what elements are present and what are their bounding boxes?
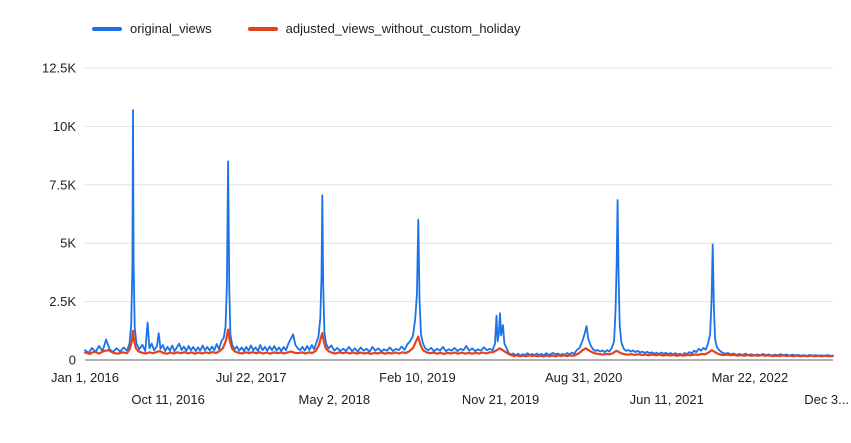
x-axis-tick-label: May 2, 2018 (299, 392, 371, 407)
legend-label-adjusted-views: adjusted_views_without_custom_holiday (285, 21, 521, 36)
x-axis-tick-label: Dec 3... (804, 392, 849, 407)
legend-swatch-adjusted-views (247, 26, 278, 31)
series-line-original_views (84, 109, 834, 357)
x-axis-tick-label: Mar 22, 2022 (712, 370, 789, 385)
legend-swatch-original-views (92, 26, 122, 31)
x-axis-tick-label: Aug 31, 2020 (545, 370, 622, 385)
legend-label-original-views: original_views (130, 21, 212, 36)
x-axis-tick-label: Nov 21, 2019 (462, 392, 539, 407)
y-axis-tick-label: 12.5K (42, 61, 76, 76)
y-axis-tick-label: 2.5K (49, 294, 76, 309)
legend-item-adjusted-views[interactable]: adjusted_views_without_custom_holiday (247, 21, 521, 36)
x-axis-tick-label: Oct 11, 2016 (131, 392, 204, 407)
y-axis-tick-label: 10K (53, 119, 76, 134)
series-line-adjusted_views_without_custom_holiday (83, 328, 835, 358)
x-axis-tick-label: Jan 1, 2016 (51, 370, 119, 385)
y-axis-tick-label: 7.5K (49, 177, 76, 192)
y-axis-tick-label: 0 (69, 353, 76, 368)
x-axis-tick-label: Jun 11, 2021 (630, 392, 704, 407)
chart-legend: original_views adjusted_views_without_cu… (92, 22, 521, 35)
legend-item-original-views[interactable]: original_views (92, 22, 212, 35)
y-axis-tick-label: 5K (60, 236, 76, 251)
x-axis-tick-label: Feb 10, 2019 (379, 370, 456, 385)
x-axis-tick-label: Jul 22, 2017 (216, 370, 287, 385)
